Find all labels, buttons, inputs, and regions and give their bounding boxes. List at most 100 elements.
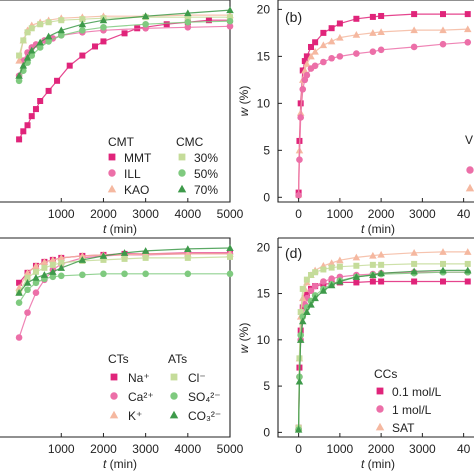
panel-a-point: [37, 98, 44, 104]
panel-b-point: [353, 15, 360, 22]
panel-d-point: [353, 262, 360, 269]
panel-c-point: [32, 268, 39, 275]
panel-a-point: [100, 23, 107, 31]
panel-a-legend-title-cmc: CMC: [176, 135, 204, 149]
legend-1mol: 1 mol/L: [392, 403, 432, 417]
panel-c-point: [23, 269, 32, 276]
panel-d-point: [307, 300, 315, 308]
y-tick-label: 10: [257, 96, 271, 110]
panel-d-point: [308, 272, 314, 279]
panel-d-frame: [277, 237, 474, 438]
panel-b-point: [327, 37, 336, 45]
panel-b-point: [439, 26, 447, 34]
x-tick-label: 0: [295, 207, 302, 221]
panel-d-y-title: w (%): [237, 323, 251, 354]
panel-d-point: [303, 276, 310, 283]
panel-c-curve-1: [18, 253, 230, 338]
panel-a-point: [15, 77, 23, 85]
panel-b-point: [308, 43, 314, 50]
panel-d-point: [303, 290, 310, 297]
panel-b-y-title: w (%): [237, 86, 251, 117]
panel-b-point: [311, 62, 319, 70]
panel-c-point: [49, 268, 57, 275]
panel-a-point: [79, 16, 86, 23]
panel-b-point: [297, 100, 304, 107]
panel-d-point: [303, 308, 311, 316]
panel-b-point: [369, 29, 377, 36]
panel-d-point: [296, 336, 305, 343]
panel-a-point: [54, 77, 61, 84]
panel-c-point: [15, 299, 23, 306]
panel-d-point: [327, 259, 336, 266]
panel-b-point: [440, 11, 446, 18]
panel-b-point: [410, 43, 418, 51]
panel-c-point: [32, 289, 40, 297]
panel-d-point: [299, 294, 307, 302]
panel-b-point: [464, 38, 472, 46]
panel-c-point: [141, 247, 150, 254]
legend-na: Na⁺: [128, 371, 150, 385]
legend-ill: ILL: [124, 167, 141, 181]
panel-c-point: [184, 270, 192, 278]
x-tick-label: 1000: [327, 442, 354, 456]
panel-b-point: [377, 28, 385, 35]
panel-c-point: [184, 254, 191, 261]
panel-c-legend: CTs ATs Na⁺ Ca²⁺ K⁺ Cl⁻ SO₄²⁻ CO₃²⁻: [108, 352, 221, 423]
panel-d-legend: CCs 0.1 mol/L 1 mol/L SAT: [374, 367, 442, 435]
panel-a-point: [28, 113, 35, 120]
legend-marker: [108, 153, 116, 161]
panel-a-legend-items: [107, 153, 187, 193]
panel-b-curve-0: [298, 13, 468, 193]
panel-b-ticks: 0 1000 2000 3000 40 0 5 10 15 20: [257, 2, 471, 221]
panel-d-point: [352, 273, 361, 280]
panel-b-point: [307, 52, 315, 60]
panel-c-x-title: t (min): [103, 457, 137, 471]
legend-sat: SAT: [392, 421, 415, 435]
panel-c-legend-items: [109, 373, 179, 419]
panel-d-point: [328, 264, 335, 271]
panel-a-point: [205, 17, 212, 24]
panel-c-point: [15, 334, 23, 341]
panel-a-point: [23, 53, 32, 61]
x-tick-label: 3000: [409, 442, 436, 456]
panel-a-point: [163, 21, 170, 28]
panel-a-point: [142, 20, 149, 28]
panel-a-point: [36, 38, 44, 46]
legend-marker: [465, 183, 474, 192]
panel-b-point: [295, 192, 302, 199]
panel-d-curve-0: [298, 280, 468, 428]
panel-b-marks: [294, 11, 472, 199]
panel-d-point: [369, 271, 377, 279]
panel-c-point: [32, 274, 40, 281]
panel-b-point: [336, 20, 343, 27]
panel-a-point: [45, 87, 52, 94]
panel-c-point: [24, 309, 31, 316]
panel-c-point: [57, 254, 66, 261]
panel-a-point: [226, 6, 234, 14]
panel-a-point: [15, 56, 23, 64]
panel-c-point: [79, 271, 86, 279]
y-tick-label: 0: [263, 425, 270, 439]
y-tick-label: 15: [257, 287, 271, 301]
panel-d-point: [320, 266, 327, 273]
panel-c-point: [24, 274, 31, 281]
panel-a-point: [79, 27, 86, 34]
panel-a-point: [44, 32, 53, 40]
panel-d-point: [410, 249, 418, 256]
x-tick-label: 2000: [90, 442, 117, 456]
panel-d-legend-items: [375, 387, 385, 431]
panel-d-point: [464, 260, 471, 267]
panel-c-point: [15, 288, 23, 296]
panel-c-point: [24, 286, 31, 294]
x-tick-label: 2000: [368, 442, 395, 456]
legend-cl: Cl⁻: [188, 371, 206, 385]
legend-marker: [178, 153, 186, 161]
panel-b-point: [328, 54, 335, 62]
panel-c-point: [78, 252, 87, 259]
panel-a-legend: CMT CMC MMT ILL KAO 30% 50% 70%: [107, 135, 218, 197]
panel-a-point: [184, 14, 191, 21]
legend-marker: [170, 392, 178, 400]
panel-a-point: [78, 20, 87, 28]
panel-c-point: [49, 256, 57, 263]
panel-c-point: [40, 271, 49, 278]
